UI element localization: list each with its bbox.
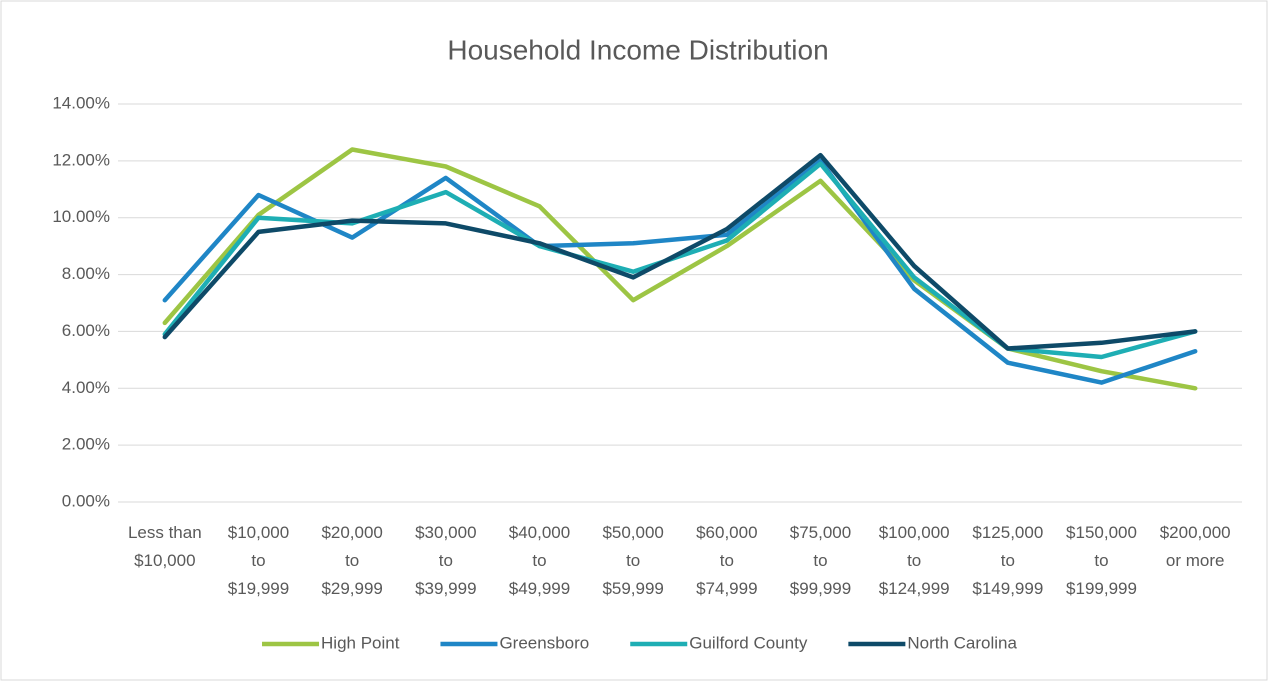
x-tick-label: $50,000 to $59,999 bbox=[602, 523, 663, 598]
x-tick-label: $200,000 or more bbox=[1160, 523, 1231, 570]
y-tick-label: 14.00% bbox=[52, 93, 110, 112]
x-tick-label: $75,000 to $99,999 bbox=[790, 523, 851, 598]
legend-label: High Point bbox=[321, 633, 400, 652]
y-tick-label: 6.00% bbox=[62, 321, 110, 340]
x-tick-label: $60,000 to $74,999 bbox=[696, 523, 757, 598]
x-tick-label: $100,000 to $124,999 bbox=[879, 523, 950, 598]
y-tick-label: 10.00% bbox=[52, 207, 110, 226]
x-tick-label: $40,000 to $49,999 bbox=[509, 523, 570, 598]
y-tick-label: 4.00% bbox=[62, 378, 110, 397]
x-tick-label: $10,000 to $19,999 bbox=[228, 523, 289, 598]
x-tick-label: $20,000 to $29,999 bbox=[321, 523, 382, 598]
y-tick-label: 8.00% bbox=[62, 264, 110, 283]
y-tick-label: 0.00% bbox=[62, 491, 110, 510]
x-tick-label: Less than $10,000 bbox=[128, 523, 202, 570]
series-line bbox=[162, 152, 1198, 351]
x-tick-label: $150,000 to $199,999 bbox=[1066, 523, 1137, 598]
x-tick-label: $30,000 to $39,999 bbox=[415, 523, 476, 598]
series-line bbox=[162, 147, 1198, 391]
legend-label: Guilford County bbox=[689, 633, 808, 652]
legend-label: North Carolina bbox=[907, 633, 1017, 652]
x-tick-label: $125,000 to $149,999 bbox=[972, 523, 1043, 598]
chart-title: Household Income Distribution bbox=[447, 34, 828, 65]
series-line bbox=[162, 158, 1198, 385]
y-tick-label: 2.00% bbox=[62, 435, 110, 454]
legend-label: Greensboro bbox=[499, 633, 589, 652]
y-tick-label: 12.00% bbox=[52, 150, 110, 169]
